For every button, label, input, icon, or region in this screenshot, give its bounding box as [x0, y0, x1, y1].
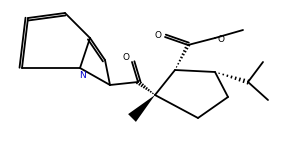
Polygon shape	[128, 95, 155, 122]
Text: O: O	[122, 53, 130, 63]
Text: O: O	[154, 31, 162, 39]
Text: N: N	[79, 70, 85, 80]
Text: O: O	[218, 34, 224, 44]
